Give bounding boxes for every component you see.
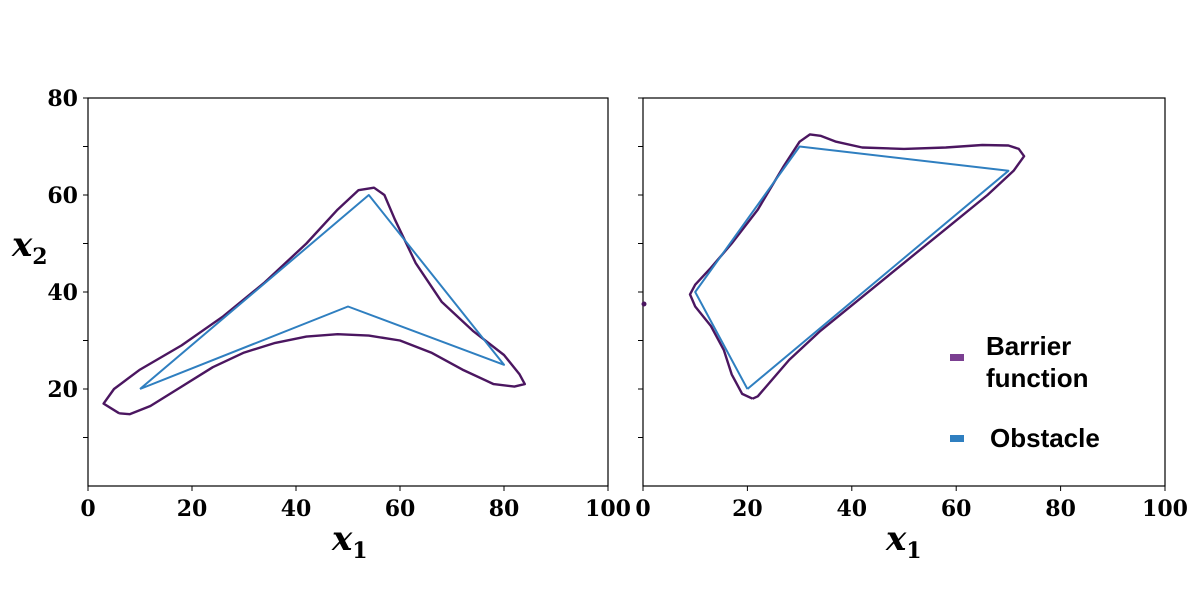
right-x-tick-label: 100 xyxy=(1142,496,1188,522)
left-y-tick-label: 80 xyxy=(47,86,78,112)
left-series-obstacle xyxy=(139,194,505,390)
right-plot-ticks: 0 20 40 60 80 100 xyxy=(635,97,1188,522)
left-y-tick-label: 20 xyxy=(47,377,78,403)
left-x-tick-label: 100 xyxy=(585,496,631,522)
legend: Barrier function Obstacle xyxy=(950,331,1100,453)
legend-swatch-obstacle xyxy=(950,435,964,442)
left-x-tick-label: 0 xyxy=(80,496,95,522)
left-y-tick-label: 40 xyxy=(47,280,78,306)
left-x-tick-label: 40 xyxy=(281,496,312,522)
left-x-axis-label: x1 xyxy=(331,519,368,564)
legend-label-barrier-function-line2: function xyxy=(986,363,1089,393)
left-series-barrier-function xyxy=(102,186,526,416)
right-plot-panel: 0 20 40 60 80 100 x1 xyxy=(635,97,1188,564)
y-axis-label: x2 xyxy=(11,225,48,270)
right-x-tick-label: 80 xyxy=(1045,496,1076,522)
right-x-axis-label: x1 xyxy=(885,519,922,564)
left-x-tick-label: 60 xyxy=(385,496,416,522)
left-x-tick-label: 80 xyxy=(489,496,520,522)
left-plot-frame xyxy=(87,97,609,487)
right-plot-marks xyxy=(688,133,1026,400)
legend-swatch-barrier-function xyxy=(950,354,964,361)
left-plot-ticks: 0 20 40 60 80 100 20 40 60 80 xyxy=(47,86,631,522)
right-x-tick-label: 20 xyxy=(732,496,763,522)
left-plot-panel: 0 20 40 60 80 100 20 40 60 80 x1 x2 xyxy=(11,86,631,564)
right-series-obstacle xyxy=(694,145,1010,390)
right-series-barrier-function xyxy=(688,133,1026,400)
legend-label-obstacle: Obstacle xyxy=(990,423,1100,453)
edge-marker xyxy=(641,301,647,307)
left-x-tick-label: 20 xyxy=(177,496,208,522)
right-x-tick-label: 60 xyxy=(941,496,972,522)
right-x-tick-label: 40 xyxy=(836,496,867,522)
right-x-tick-label: 0 xyxy=(635,496,650,522)
left-plot-marks xyxy=(102,186,526,416)
left-y-tick-label: 60 xyxy=(47,183,78,209)
legend-label-barrier-function: Barrier xyxy=(986,331,1071,361)
